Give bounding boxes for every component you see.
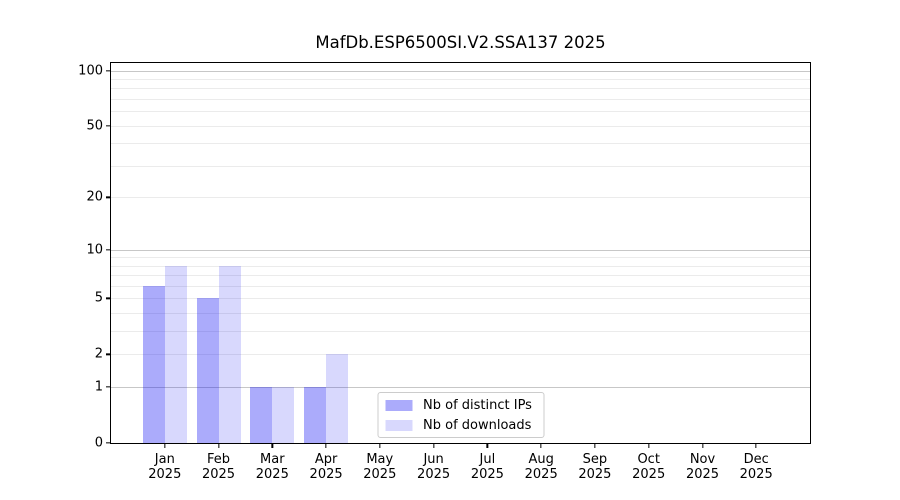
bar-jan-distinct-ips — [142, 286, 165, 443]
gridline-80 — [111, 88, 810, 90]
x-tick-label-jun: Jun 2025 — [417, 452, 451, 482]
y-tick-label-1: 1 — [94, 379, 103, 395]
x-tick-label-apr: Apr 2025 — [309, 452, 343, 482]
x-tick-mark-dec — [755, 443, 757, 448]
x-tick-label-jul: Jul 2025 — [470, 452, 504, 482]
x-tick-mark-nov — [701, 443, 704, 448]
y-tick-label-0: 0 — [94, 435, 103, 451]
x-tick-mark-jan — [164, 443, 166, 448]
y-tick-mark-5 — [106, 297, 111, 300]
y-tick-label-2: 2 — [94, 346, 103, 362]
x-tick-mark-oct — [648, 443, 650, 448]
x-tick-label-oct: Oct 2025 — [632, 452, 666, 482]
bar-apr-downloads — [326, 354, 349, 443]
gridline-6 — [111, 286, 810, 287]
gridline-9 — [111, 257, 810, 259]
x-tick-mark-jul — [486, 443, 489, 448]
legend-swatch-distinct-ips — [385, 399, 412, 411]
x-tick-mark-mar — [271, 443, 273, 448]
x-tick-mark-may — [379, 443, 381, 448]
gridline-3 — [111, 331, 810, 333]
x-tick-mark-sep — [594, 443, 596, 448]
gridline-30 — [111, 165, 810, 167]
y-tick-label-10: 10 — [86, 242, 103, 257]
gridline-7 — [111, 275, 810, 277]
gridline-40 — [111, 143, 810, 145]
legend-label-distinct-ips: Nb of distinct IPs — [423, 397, 532, 413]
x-tick-label-feb: Feb 2025 — [201, 452, 236, 482]
y-tick-label-20: 20 — [86, 189, 103, 205]
y-tick-mark-1 — [106, 386, 111, 388]
gridline-90 — [111, 79, 810, 80]
x-tick-label-jan: Jan 2025 — [148, 452, 182, 482]
y-tick-mark-20 — [106, 196, 111, 198]
x-tick-label-dec: Dec 2025 — [739, 452, 773, 482]
x-tick-label-may: May 2025 — [363, 452, 397, 482]
y-tick-mark-0 — [106, 442, 111, 444]
bar-apr-distinct-ips — [304, 387, 327, 443]
gridline-50 — [111, 125, 810, 127]
y-tick-mark-2 — [106, 353, 111, 356]
x-tick-label-mar: Mar 2025 — [255, 452, 289, 482]
gridline-5 — [111, 298, 810, 300]
y-tick-label-100: 100 — [78, 63, 103, 79]
gridline-20 — [111, 197, 810, 199]
legend: Nb of distinct IPs Nb of downloads — [377, 392, 544, 438]
bar-feb-downloads — [218, 265, 241, 443]
y-tick-mark-50 — [106, 125, 111, 127]
gridline-8 — [111, 265, 810, 267]
gridline-1 — [111, 387, 810, 389]
y-tick-label-5: 5 — [94, 290, 103, 306]
plot-area: 0 1 2 5 10 20 50 100 Jan 2025 Feb 2025 Mar 2025 Apr 20… — [78, 62, 811, 482]
y-tick-mark-100 — [106, 69, 111, 72]
gridline-70 — [111, 99, 810, 101]
legend-swatch-downloads — [385, 419, 412, 431]
x-tick-label-aug: Aug 2025 — [524, 452, 558, 482]
x-tick-mark-aug — [540, 443, 542, 448]
chart-title: MafDb.ESP6500SI.V2.SSA137 2025 — [315, 33, 606, 52]
x-tick-label-sep: Sep 2025 — [578, 452, 612, 482]
legend-label-downloads: Nb of downloads — [423, 417, 532, 433]
bar-mar-distinct-ips — [250, 387, 273, 443]
gridline-10 — [111, 249, 810, 251]
bar-jan-downloads — [164, 265, 187, 443]
gridline-60 — [111, 111, 810, 113]
x-tick-mark-apr — [325, 443, 327, 448]
bar-feb-distinct-ips — [196, 298, 219, 443]
x-tick-label-nov: Nov 2025 — [685, 452, 720, 482]
x-tick-mark-feb — [217, 443, 220, 448]
bar-mar-downloads — [272, 387, 295, 443]
x-tick-mark-jun — [432, 443, 435, 448]
legend-item-downloads: Nb of downloads — [378, 418, 543, 433]
y-tick-label-50: 50 — [86, 118, 103, 134]
gridline-100 — [111, 70, 810, 72]
gridline-4 — [111, 313, 810, 315]
gridline-2 — [111, 354, 810, 356]
legend-item-distinct-ips: Nb of distinct IPs — [378, 398, 543, 413]
y-tick-mark-10 — [106, 248, 111, 251]
